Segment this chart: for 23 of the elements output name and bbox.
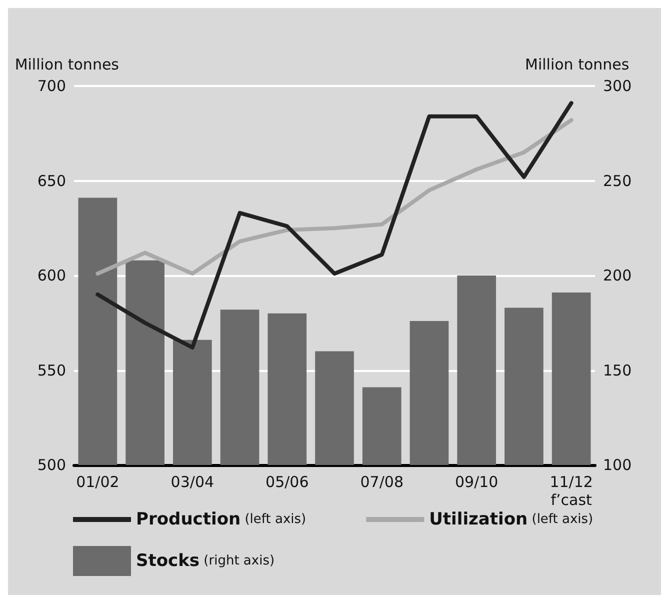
y-tick-label: 650 <box>37 172 66 190</box>
x-tick-label: 05/06 <box>266 473 309 491</box>
x-tick-label: 09/10 <box>454 473 498 491</box>
y-tick-label: 600 <box>37 266 66 284</box>
y-tick-label: 500 <box>37 456 66 474</box>
y2-tick-label: 300 <box>603 77 632 95</box>
y-axis-title: Million tonnes <box>14 56 120 74</box>
y2-tick-label: 100 <box>603 456 632 474</box>
x-tick-label: 07/08 <box>360 473 404 491</box>
y2-tick-label: 150 <box>603 361 632 380</box>
line-series <box>96 118 574 276</box>
x-tick-label: 11/12 f’cast <box>550 473 593 509</box>
legend-label: Production (left axis) <box>136 510 306 530</box>
y-tick-label: 700 <box>37 77 66 95</box>
legend-label: Stocks (right axis) <box>136 551 275 571</box>
y2-tick-label: 200 <box>603 266 632 284</box>
y2-tick-label: 250 <box>603 172 632 190</box>
legend-label: Utilization (left axis) <box>429 510 594 530</box>
y2-axis-title: Million tonnes <box>525 56 630 74</box>
y-tick-label: 550 <box>37 361 66 380</box>
x-tick-label: 01/02 <box>76 473 120 491</box>
x-tick-label: 03/04 <box>170 473 214 491</box>
line-series <box>96 101 574 350</box>
